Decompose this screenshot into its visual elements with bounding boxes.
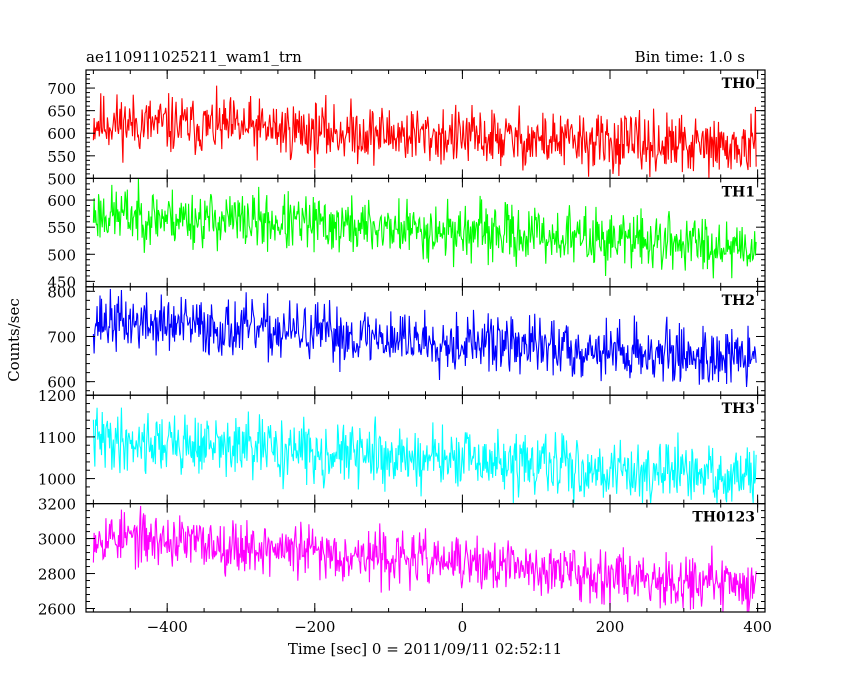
y-tick-label: 450 (47, 273, 76, 291)
y-tick-label: 550 (47, 219, 76, 237)
y-tick-label: 800 (47, 283, 76, 301)
y-tick-label: 3200 (38, 496, 76, 514)
y-tick-label: 500 (47, 170, 76, 188)
chart-title: ae110911025211_wam1_trn (86, 48, 302, 66)
panel-th0: 500 550 600 650 700 TH0 (47, 69, 766, 188)
series-label-th3: TH3 (722, 401, 755, 417)
x-axis-label: Time [sec] 0 = 2011/09/11 02:52:11 (288, 640, 562, 658)
series-label-th1: TH1 (722, 184, 755, 200)
series-line-th0123 (92, 505, 757, 612)
y-tick-label: 700 (47, 328, 76, 346)
y-tick-label: 600 (47, 125, 76, 143)
x-tick-label: 0 (458, 618, 468, 636)
series-line-th1 (92, 178, 757, 279)
x-tick-label: −200 (294, 618, 335, 636)
series-line-th2 (92, 288, 757, 387)
panel-th3: 1000 1100 1200 TH3 (38, 387, 766, 505)
panel-th1: 450 500 550 600 TH1 (47, 177, 766, 291)
y-tick-label: 1000 (38, 471, 76, 489)
series-line-th0 (92, 85, 757, 178)
x-tick-label: 400 (743, 618, 772, 636)
panel-frame (85, 503, 766, 613)
series-label-th0123: TH0123 (692, 510, 755, 526)
y-tick-label: 1100 (38, 429, 76, 447)
series-label-th0: TH0 (722, 76, 756, 92)
y-tick-label: 600 (47, 192, 76, 210)
y-axis-label: Counts/sec (5, 298, 23, 382)
series-line-th3 (92, 407, 757, 504)
bin-time-label: Bin time: 1.0 s (635, 48, 745, 66)
y-tick-label: 1200 (38, 387, 76, 405)
y-tick-label: 550 (47, 148, 76, 166)
series-label-th2: TH2 (722, 293, 755, 309)
y-tick-label: 600 (47, 374, 76, 392)
x-tick-label: 200 (596, 618, 625, 636)
y-tick-label: 3000 (38, 531, 76, 549)
y-tick-label: 500 (47, 246, 76, 264)
panels-group: 500 550 600 650 700 TH0 450 500 550 600 TH1 600 700 8… (38, 69, 766, 619)
x-axis: −400 −200 0 200 400 (147, 618, 772, 636)
y-tick-label: 650 (47, 103, 76, 121)
panel-th2: 600 700 800 TH2 (47, 283, 766, 396)
panel-th0123: 2600 2800 3000 3200 TH0123 (38, 496, 766, 619)
y-tick-label: 2800 (38, 566, 76, 584)
x-tick-label: −400 (147, 618, 188, 636)
y-tick-label: 700 (47, 80, 76, 98)
y-tick-label: 2600 (38, 601, 76, 619)
